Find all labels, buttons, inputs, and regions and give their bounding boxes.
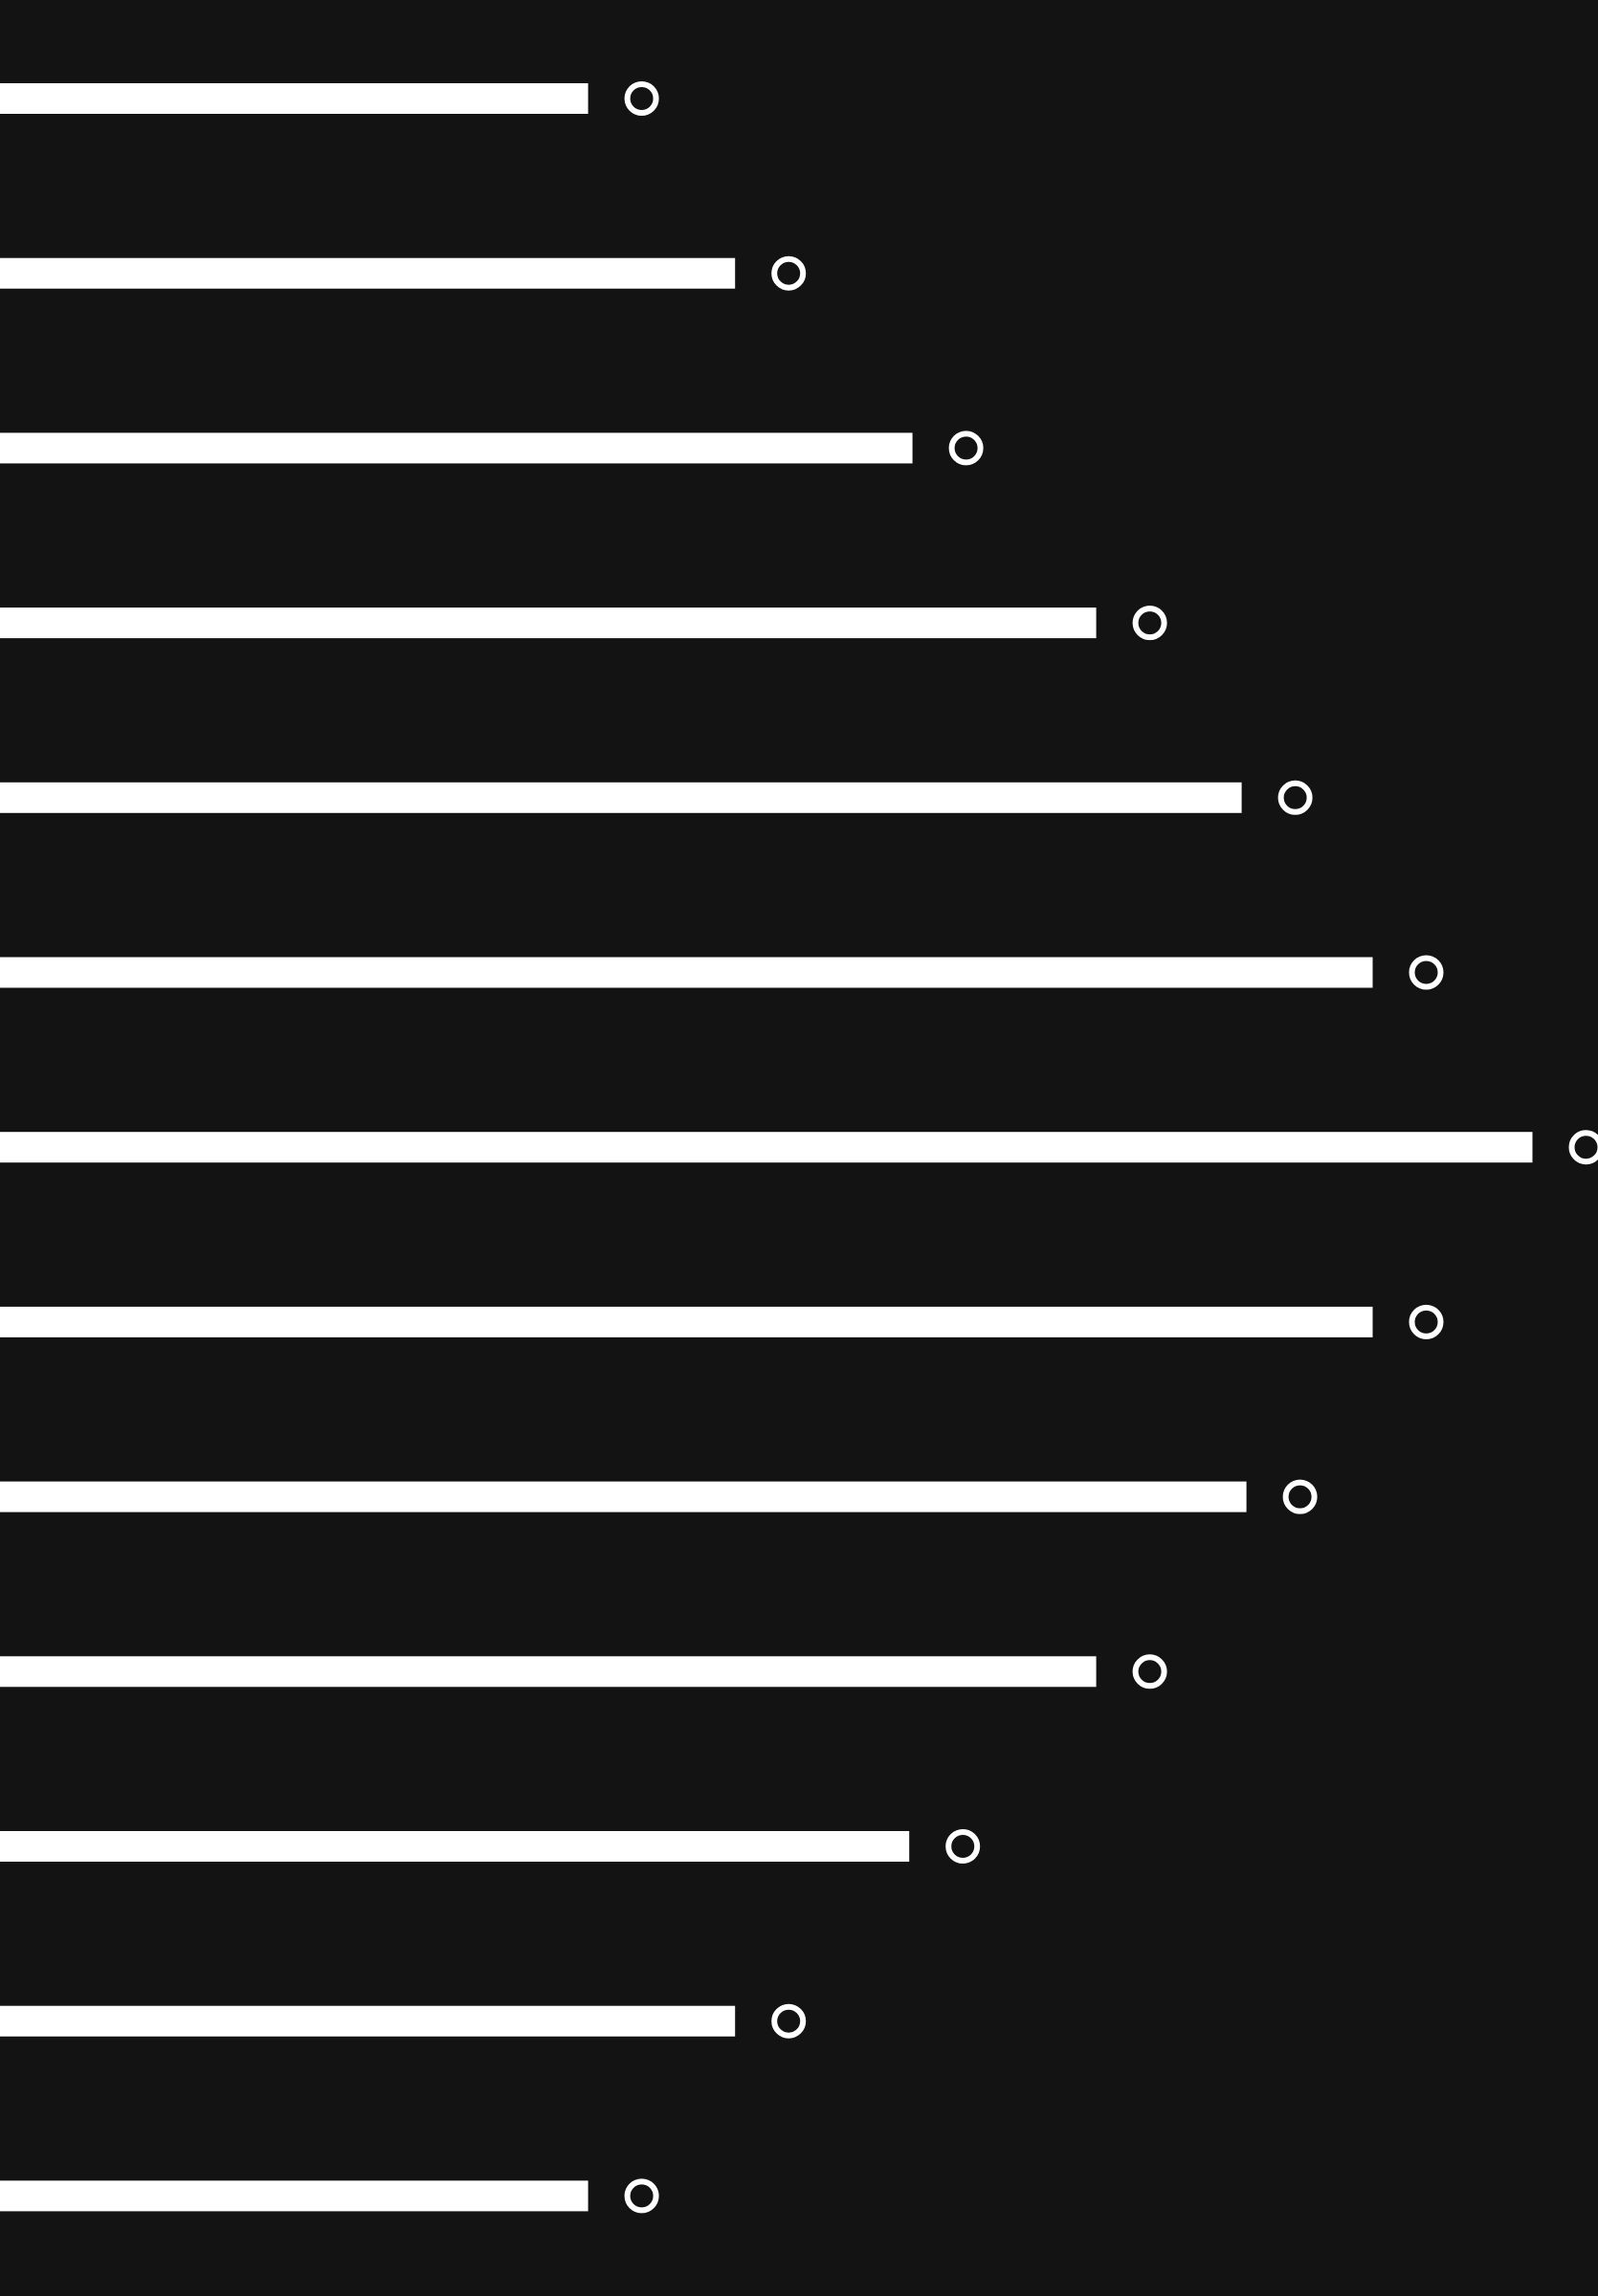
bar-7 <box>0 1132 1533 1163</box>
ring-icon-3 <box>948 430 984 466</box>
ring-icon-12 <box>771 2003 807 2039</box>
ring-icon-8 <box>1409 1304 1444 1339</box>
bar-13 <box>0 2180 588 2212</box>
bar-9 <box>0 1481 1247 1512</box>
ring-icon-6 <box>1409 955 1444 990</box>
ring-icon-7 <box>1568 1130 1598 1165</box>
bar-3 <box>0 432 913 464</box>
bar-6 <box>0 957 1373 988</box>
ring-icon-4 <box>1132 606 1167 641</box>
bars-group <box>0 81 1598 2214</box>
bar-12 <box>0 2005 736 2037</box>
bar-8 <box>0 1306 1373 1337</box>
ring-icon-5 <box>1277 780 1313 815</box>
bar-4 <box>0 607 1097 639</box>
ring-icon-10 <box>1132 1654 1167 1689</box>
ring-icon-1 <box>624 81 659 116</box>
ring-icon-2 <box>771 255 807 291</box>
ring-icon-9 <box>1282 1479 1318 1514</box>
bar-2 <box>0 257 736 289</box>
ring-icon-13 <box>624 2178 659 2214</box>
bar-11 <box>0 1831 910 1862</box>
bar-10 <box>0 1656 1097 1688</box>
ring-icon-11 <box>945 1829 981 1864</box>
bar-1 <box>0 83 588 114</box>
bar-5 <box>0 782 1242 813</box>
